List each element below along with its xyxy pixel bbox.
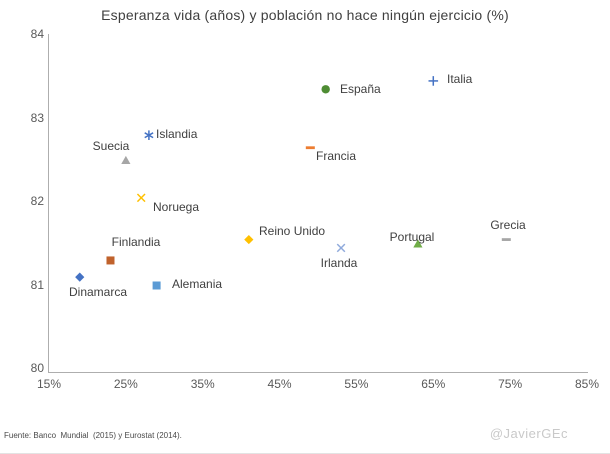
data-label-islandia: Islandia: [156, 127, 198, 141]
x-tick-label: 15%: [36, 377, 62, 391]
data-label-reino-unido: Reino Unido: [259, 224, 326, 238]
data-label-suecia: Suecia: [92, 139, 130, 153]
y-tick-label: 82: [30, 194, 44, 208]
data-label-italia: Italia: [447, 72, 473, 86]
x-tick-label: 85%: [574, 377, 600, 391]
data-point-reino-unido: [244, 234, 254, 245]
x-axis-line: [48, 372, 588, 373]
data-label-alemania: Alemania: [172, 277, 223, 291]
data-label-noruega: Noruega: [153, 200, 200, 214]
data-point-españa: [321, 85, 330, 94]
x-tick-label: 25%: [113, 377, 138, 391]
x-tick-label: 75%: [498, 377, 523, 391]
data-point-alemania: [152, 281, 161, 290]
data-label-dinamarca: Dinamarca: [68, 285, 128, 299]
data-label-grecia: Grecia: [490, 218, 526, 232]
data-label-portugal: Portugal: [389, 230, 435, 244]
y-tick-label: 83: [30, 110, 44, 125]
data-point-noruega: [136, 193, 146, 203]
x-tick-label: 55%: [344, 377, 369, 391]
x-tick-label: 65%: [421, 377, 446, 391]
data-label-españa: España: [340, 82, 381, 96]
data-point-dinamarca: [75, 272, 85, 282]
y-tick-label: 84: [30, 27, 44, 41]
y-tick-label: 81: [30, 277, 44, 292]
data-point-finlandia: [106, 256, 115, 265]
y-axis-line: [48, 34, 49, 373]
y-tick-label: 80: [30, 361, 44, 375]
author-credit: @JavierGEc: [489, 426, 568, 441]
data-label-irlanda: Irlanda: [320, 256, 358, 270]
chart-title: Esperanza vida (años) y población no hac…: [101, 7, 509, 23]
x-tick-label: 35%: [190, 377, 215, 391]
data-point-portugal: [413, 239, 423, 248]
data-point-italia: [428, 76, 439, 86]
x-tick-label: 45%: [267, 377, 292, 391]
data-point-islandia: [144, 130, 154, 140]
data-label-francia: Francia: [316, 149, 357, 163]
data-point-irlanda: [336, 243, 346, 253]
source-note: Fuente: Banco Mundial (2015) y Eurostat …: [4, 431, 182, 440]
data-point-suecia: [121, 155, 131, 165]
data-label-finlandia: Finlandia: [111, 235, 161, 249]
